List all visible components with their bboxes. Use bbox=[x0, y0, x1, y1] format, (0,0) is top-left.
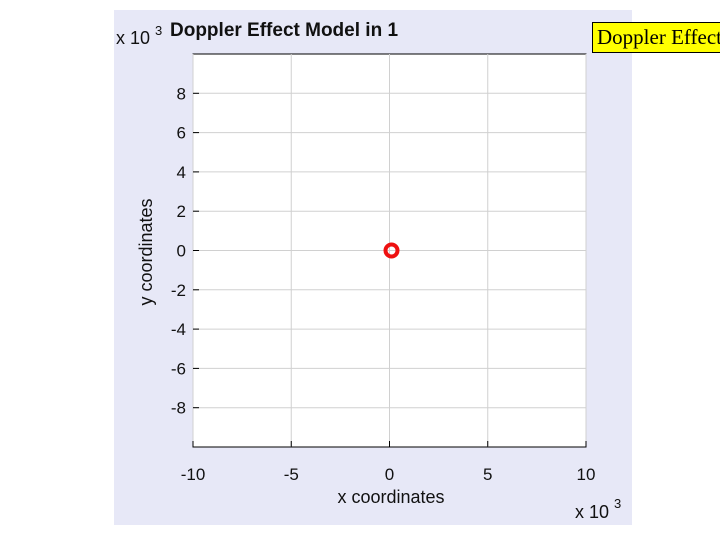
y-tick-label: 2 bbox=[177, 202, 186, 221]
tooltip: Doppler Effect bbox=[592, 22, 720, 53]
figure-window: 8 6 4 2 0 -2 -4 -6 -8 -10 -5 0 5 10 Doppler Effect M… bbox=[114, 10, 720, 525]
y-tick-label: -4 bbox=[171, 320, 186, 339]
y-tick-label: -2 bbox=[171, 281, 186, 300]
y-tick-label: 4 bbox=[177, 163, 186, 182]
y-ticks: 8 6 4 2 0 -2 -4 -6 -8 bbox=[171, 84, 199, 418]
y-exponent-base: x 10 bbox=[116, 28, 150, 48]
y-tick-label: -6 bbox=[171, 359, 186, 378]
y-tick-label: 8 bbox=[177, 84, 186, 103]
y-tick-label: 6 bbox=[177, 124, 186, 143]
chart-svg: 8 6 4 2 0 -2 -4 -6 -8 -10 -5 0 5 10 Doppler Effect M… bbox=[116, 20, 621, 522]
y-tick-label: 0 bbox=[177, 242, 186, 261]
x-tick-label: 10 bbox=[577, 465, 596, 484]
x-ticks: -10 -5 0 5 10 bbox=[181, 441, 596, 484]
x-exponent-base: x 10 bbox=[575, 502, 609, 522]
x-tick-label: -5 bbox=[284, 465, 299, 484]
y-tick-label: -8 bbox=[171, 399, 186, 418]
x-exponent-power: 3 bbox=[614, 496, 621, 511]
data-points bbox=[383, 242, 400, 259]
data-point bbox=[383, 242, 400, 259]
x-exponent-label: x 10 3 bbox=[575, 496, 621, 522]
y-exponent-label: x 10 3 bbox=[116, 23, 162, 48]
chart-title: Doppler Effect Model in 1 bbox=[170, 20, 398, 41]
x-tick-label: 0 bbox=[385, 465, 394, 484]
x-axis-label: x coordinates bbox=[337, 487, 444, 507]
y-exponent-power: 3 bbox=[155, 23, 162, 38]
x-tick-label: -10 bbox=[181, 465, 206, 484]
y-axis-label: y coordinates bbox=[136, 198, 156, 305]
x-tick-label: 5 bbox=[483, 465, 492, 484]
grid bbox=[192, 54, 587, 447]
